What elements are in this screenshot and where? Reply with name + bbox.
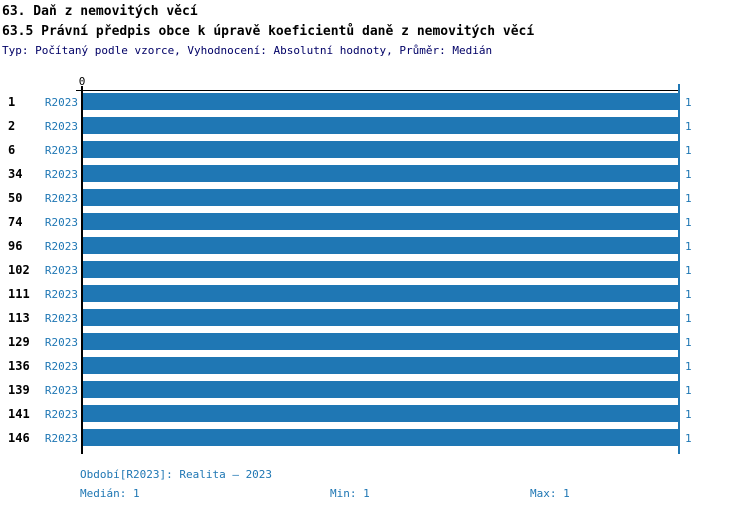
bar-value-label: 1 (685, 144, 692, 157)
bar (83, 405, 678, 422)
x-axis-line (76, 90, 680, 91)
bar-value-label: 1 (685, 96, 692, 109)
row-category-label: 1 (8, 95, 16, 109)
bar-value-label: 1 (685, 264, 692, 277)
bar-value-label: 1 (685, 288, 692, 301)
bar (83, 117, 678, 134)
chart-row: 139 R2023 1 (0, 378, 750, 402)
row-category-label: 141 (8, 407, 30, 421)
row-series-label: R2023 (44, 432, 78, 445)
footer-median-label: Medián: 1 (80, 487, 140, 500)
row-series-label: R2023 (44, 144, 78, 157)
row-category-label: 113 (8, 311, 30, 325)
row-category-label: 139 (8, 383, 30, 397)
row-series-label: R2023 (44, 192, 78, 205)
row-series-label: R2023 (44, 384, 78, 397)
bar-value-label: 1 (685, 240, 692, 253)
row-series-label: R2023 (44, 168, 78, 181)
bar (83, 237, 678, 254)
chart-row: 1 R2023 1 (0, 90, 750, 114)
bar (83, 333, 678, 350)
bar-value-label: 1 (685, 312, 692, 325)
row-series-label: R2023 (44, 288, 78, 301)
bar (83, 261, 678, 278)
chart-title-line2: 63.5 Právní předpis obce k úpravě koefic… (2, 24, 535, 39)
chart-row: 111 R2023 1 (0, 282, 750, 306)
row-series-label: R2023 (44, 360, 78, 373)
row-series-label: R2023 (44, 336, 78, 349)
bar-value-label: 1 (685, 168, 692, 181)
row-category-label: 102 (8, 263, 30, 277)
chart-row: 129 R2023 1 (0, 330, 750, 354)
chart-row: 74 R2023 1 (0, 210, 750, 234)
y-axis-line (81, 90, 83, 454)
row-series-label: R2023 (44, 120, 78, 133)
bar-value-label: 1 (685, 432, 692, 445)
bar-value-label: 1 (685, 216, 692, 229)
bar (83, 141, 678, 158)
chart-row: 136 R2023 1 (0, 354, 750, 378)
row-series-label: R2023 (44, 216, 78, 229)
bar (83, 213, 678, 230)
footer-max-label: Max: 1 (530, 487, 570, 500)
median-reference-line (678, 84, 680, 454)
bar (83, 309, 678, 326)
bar (83, 165, 678, 182)
row-category-label: 136 (8, 359, 30, 373)
row-series-label: R2023 (44, 240, 78, 253)
bar-value-label: 1 (685, 360, 692, 373)
chart-row: 96 R2023 1 (0, 234, 750, 258)
row-category-label: 146 (8, 431, 30, 445)
bar (83, 429, 678, 446)
row-series-label: R2023 (44, 312, 78, 325)
row-category-label: 50 (8, 191, 23, 205)
bar-value-label: 1 (685, 192, 692, 205)
chart-row: 6 R2023 1 (0, 138, 750, 162)
bar-value-label: 1 (685, 120, 692, 133)
footer-min-label: Min: 1 (330, 487, 370, 500)
row-category-label: 129 (8, 335, 30, 349)
row-category-label: 96 (8, 239, 23, 253)
x-axis-tick-mark (81, 86, 83, 90)
bar-value-label: 1 (685, 336, 692, 349)
chart-row: 146 R2023 1 (0, 426, 750, 450)
chart-row: 141 R2023 1 (0, 402, 750, 426)
row-series-label: R2023 (44, 264, 78, 277)
chart-subtitle: Typ: Počítaný podle vzorce, Vyhodnocení:… (2, 44, 493, 57)
chart-row: 102 R2023 1 (0, 258, 750, 282)
row-category-label: 6 (8, 143, 16, 157)
x-axis-tick-label-zero: 0 (78, 75, 86, 88)
row-category-label: 2 (8, 119, 16, 133)
bar (83, 357, 678, 374)
row-category-label: 111 (8, 287, 30, 301)
bar (83, 381, 678, 398)
chart-row: 2 R2023 1 (0, 114, 750, 138)
chart-title-line1: 63. Daň z nemovitých věcí (2, 4, 198, 19)
bar (83, 285, 678, 302)
bar (83, 93, 678, 110)
chart-row: 113 R2023 1 (0, 306, 750, 330)
bar-value-label: 1 (685, 384, 692, 397)
bar-value-label: 1 (685, 408, 692, 421)
footer-period-label: Období[R2023]: Realita – 2023 (80, 468, 273, 481)
chart-row: 34 R2023 1 (0, 162, 750, 186)
row-series-label: R2023 (44, 96, 78, 109)
chart-row: 50 R2023 1 (0, 186, 750, 210)
row-category-label: 34 (8, 167, 23, 181)
row-category-label: 74 (8, 215, 23, 229)
bar (83, 189, 678, 206)
row-series-label: R2023 (44, 408, 78, 421)
